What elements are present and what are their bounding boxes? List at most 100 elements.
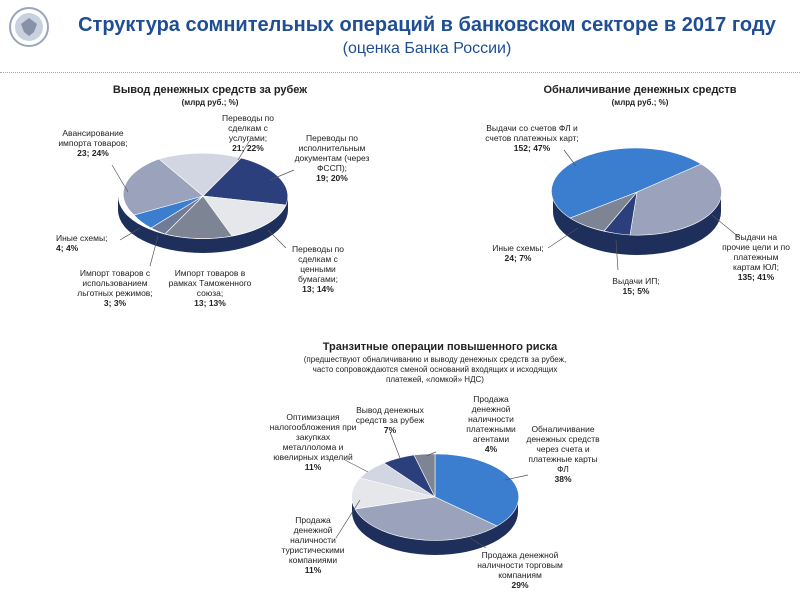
pie-3-leader: [469, 537, 487, 549]
pie-1-depth: [118, 196, 288, 253]
pie-3-label-withdrawal: Вывод денежных средств за рубеж 7%: [350, 405, 430, 435]
pie-1-label-fssp-amount: 19: [316, 173, 326, 183]
pie-1-label-advance-text: Авансирование импорта товаров;: [58, 128, 128, 148]
pie-3-label-tourism-text: Продажа денежной наличности туристически…: [281, 515, 345, 565]
pie-2-label-ip-amount: 15: [622, 286, 632, 296]
pie-1-label-other-text: Иные схемы;: [56, 233, 108, 243]
pie-1-label-customs: Импорт товаров в рамках Таможенного союз…: [168, 268, 252, 308]
pie-3-label-trading-pct: 29%: [511, 580, 529, 590]
pie-2-label-individuals-pct: 47%: [533, 143, 551, 153]
pie-2-unit: (млрд руб.; %): [611, 98, 669, 107]
pie-3-slice-trading: [354, 496, 498, 541]
pie-1-slice-securities: [202, 195, 287, 237]
pie-1-label-customs-pct: 13%: [208, 298, 226, 308]
pie-1-slice-customs-union: [164, 195, 233, 239]
pie-2-label-legal-entities-text: Выдачи на прочие цели и по платежным кар…: [722, 232, 790, 272]
pie-1-slice-fssp: [202, 157, 288, 206]
pie-2-leader: [547, 227, 579, 249]
pie-3-slice-cards: [434, 453, 519, 527]
page-subtitle: (оценка Банка России): [342, 40, 512, 57]
pie-2-label-other-text: Иные схемы;: [492, 243, 544, 253]
pie-3-label-withdrawal-text: Вывод денежных средств за рубеж: [355, 405, 425, 425]
pie-3-label-trading-text: Продажа денежной наличности торговым ком…: [477, 550, 563, 580]
pie-2-leader: [711, 214, 741, 239]
pie-1-leader: [149, 235, 159, 267]
pie-3-leader: [335, 499, 361, 539]
pie-3-label-agents-pct: 4%: [484, 444, 498, 454]
pie-1: [111, 139, 295, 267]
pie-2-slice-individuals: [551, 147, 702, 219]
pie-2-label-individuals-value: 152; 47%: [513, 143, 551, 153]
pie-2-leader: [615, 239, 619, 271]
pie-3-label-cards-pct: 38%: [554, 474, 572, 484]
pie-1-label-preferential-pct: 3%: [113, 298, 127, 308]
pie-1-leader: [237, 139, 251, 161]
pie-2-label-ip-text: Выдачи ИП;: [612, 276, 660, 286]
pie-2-label-legal-entities: Выдачи на прочие цели и по платежным кар…: [720, 232, 792, 282]
pie-2: [547, 147, 741, 271]
pie-1-leader: [267, 229, 287, 249]
pie-3-leader: [425, 451, 437, 457]
pie-3-leader: [504, 474, 529, 481]
pie-3-title: Транзитные операции повышенного риска: [322, 341, 558, 353]
pie-1-slice-services: [158, 152, 242, 197]
pie-3-slice-agents: [413, 453, 436, 498]
pie-1-label-services-value: 21; 22%: [232, 143, 264, 153]
pie-1-label-fssp: Переводы по исполнительным документам (ч…: [290, 133, 374, 183]
pie-1-label-securities: Переводы по сделкам с ценными бумагами; …: [282, 244, 354, 294]
pie-2-label-individuals-text: Выдачи со счетов ФЛ и счетов платежных к…: [485, 123, 579, 143]
page-title: Структура сомнительных операций в банков…: [78, 14, 776, 36]
pie-2-label-legal-entities-value: 135; 41%: [737, 272, 775, 282]
header-divider: [0, 72, 800, 73]
pie-3-label-scrap-text: Оптимизация налогообложения при закупках…: [269, 412, 357, 462]
pie-1-label-other-pct: 4%: [65, 243, 79, 253]
pie-1-label-customs-amount: 13: [194, 298, 204, 308]
pie-2-label-individuals-amount: 152: [513, 143, 528, 153]
pie-3: [335, 431, 529, 555]
pie-3-leader: [344, 459, 369, 473]
pie-2-label-individuals: Выдачи со счетов ФЛ и счетов платежных к…: [484, 123, 580, 153]
pie-1-label-preferential-amount: 3: [103, 298, 109, 308]
pie-1-label-securities-text: Переводы по сделкам с ценными бумагами;: [291, 244, 344, 284]
pie-2-label-ip-pct: 5%: [637, 286, 650, 296]
pie-3-label-cards: Обналичивание денежных средств через сче…: [524, 424, 602, 484]
pie-1-title: Вывод денежных средств за рубеж: [112, 84, 308, 96]
pie-2-leader: [563, 149, 577, 167]
pie-1-label-services: Переводы по сделкам с услугами; 21; 22%: [208, 113, 288, 153]
pie-3-label-trading: Продажа денежной наличности торговым ком…: [470, 550, 570, 590]
pie-1-label-services-amount: 21: [232, 143, 242, 153]
pie-1-label-fssp-text: Переводы по исполнительным документам (ч…: [294, 133, 370, 173]
pie-3-label-agents-text: Продажа денежной наличности платежными а…: [466, 394, 516, 444]
pie-2-label-other-amount: 24: [504, 253, 514, 263]
pie-1-label-other: Иные схемы; 4; 4%: [56, 233, 120, 253]
pie-1-label-securities-pct: 14%: [316, 284, 334, 294]
pie-1-label-advance-pct: 24%: [91, 148, 109, 158]
pie-2-label-other-pct: 7%: [519, 253, 532, 263]
header: Структура сомнительных операций в банков…: [0, 0, 800, 60]
pie-2-slice-legal-entities: [629, 163, 722, 236]
pie-1-slice-advance: [122, 158, 204, 216]
pie-3-label-cards-text: Обналичивание денежных средств через сче…: [526, 424, 600, 474]
pie-3-label-tourism: Продажа денежной наличности туристически…: [278, 515, 348, 575]
pie-1-label-other-value: 4; 4%: [56, 243, 79, 253]
pie-2-label-other-value: 24; 7%: [504, 253, 532, 263]
pie-3-leader: [389, 431, 401, 459]
pie-2-title: Обналичивание денежных средств: [543, 84, 737, 96]
pie-2-label-ip: Выдачи ИП; 15; 5%: [604, 276, 668, 296]
pie-1-label-securities-value: 13; 14%: [302, 284, 334, 294]
pie-3-depth: [352, 497, 518, 555]
pie-3-note: (предшествуют обналичиванию и выводу ден…: [303, 355, 567, 384]
pie-1-label-advance-value: 23; 24%: [77, 148, 109, 158]
pie-3-label-tourism-pct: 11%: [304, 565, 322, 575]
pie-1-label-securities-amount: 13: [302, 284, 312, 294]
pie-1-leader: [111, 164, 129, 193]
pie-2-label-legal-entities-pct: 41%: [757, 272, 775, 282]
pie-1-leader: [119, 227, 141, 241]
pie-1-label-other-amount: 4: [56, 243, 61, 253]
pie-2-label-ip-value: 15; 5%: [622, 286, 650, 296]
pie-1-leader: [269, 169, 295, 181]
pie-1-label-fssp-pct: 20%: [330, 173, 348, 183]
pie-1-label-services-pct: 22%: [246, 143, 264, 153]
pie-3-label-agents: Продажа денежной наличности платежными а…: [456, 394, 526, 454]
